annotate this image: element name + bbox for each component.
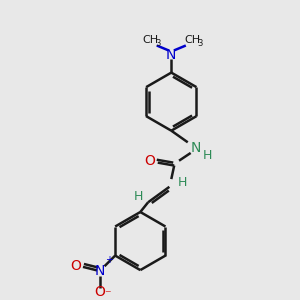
- Text: O: O: [145, 154, 155, 168]
- Text: ⁻: ⁻: [104, 288, 111, 300]
- Text: O: O: [70, 259, 81, 273]
- Text: CH: CH: [184, 35, 201, 45]
- Text: N: N: [166, 48, 176, 62]
- Text: 3: 3: [155, 39, 160, 48]
- Text: N: N: [94, 264, 105, 278]
- Text: +: +: [106, 255, 113, 265]
- Text: CH: CH: [142, 35, 158, 45]
- Text: H: H: [134, 190, 143, 203]
- Text: 3: 3: [198, 39, 203, 48]
- Text: H: H: [202, 149, 212, 162]
- Text: H: H: [178, 176, 188, 190]
- Text: O: O: [94, 285, 105, 299]
- Text: N: N: [190, 141, 201, 155]
